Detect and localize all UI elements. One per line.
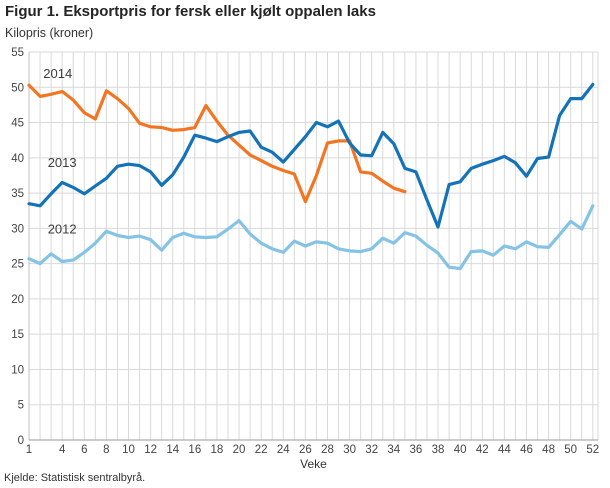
x-tick-label: 44 <box>498 444 511 456</box>
x-tick-label: 10 <box>122 444 135 456</box>
figure-title: Figur 1. Eksportpris for fersk eller kjø… <box>5 3 376 20</box>
y-tick-label: 40 <box>11 153 24 165</box>
y-tick-label: 10 <box>11 364 24 376</box>
x-tick-label: 30 <box>343 444 356 456</box>
x-tick-label: 1 <box>26 444 32 456</box>
x-tick-label: 24 <box>277 444 290 456</box>
x-tick-labels: 1 4 6 8 10 12 14 16 18 20 22 24 26 28 30 32 34 36 38 40 42 44… <box>26 444 599 456</box>
x-axis-title: Veke <box>300 457 327 471</box>
y-tick-labels: 0 5 10 15 20 25 30 35 40 45 50 55 <box>11 47 24 447</box>
gridlines <box>28 51 599 440</box>
x-tick-label: 6 <box>81 444 87 456</box>
x-tick-label: 16 <box>188 444 201 456</box>
x-tick-label: 18 <box>211 444 224 456</box>
x-tick-label: 32 <box>365 444 378 456</box>
x-tick-label: 52 <box>586 444 599 456</box>
y-tick-label: 35 <box>11 188 24 200</box>
x-tick-label: 46 <box>520 444 533 456</box>
x-tick-label: 28 <box>321 444 334 456</box>
x-tick-label: 34 <box>387 444 400 456</box>
x-tick-label: 22 <box>255 444 268 456</box>
y-tick-label: 15 <box>11 329 24 341</box>
y-tick-label: 55 <box>11 47 24 59</box>
series-label-2013: 2013 <box>48 155 77 170</box>
x-tick-label: 20 <box>233 444 246 456</box>
series-line-2013 <box>27 82 595 229</box>
x-tick-label: 40 <box>454 444 467 456</box>
x-tick-label: 14 <box>166 444 179 456</box>
y-tick-label: 45 <box>11 118 24 130</box>
x-tick-label: 48 <box>542 444 555 456</box>
x-tick-label: 38 <box>432 444 445 456</box>
x-tick-label: 50 <box>564 444 577 456</box>
y-tick-label: 50 <box>11 82 24 94</box>
series-line-2014 <box>27 83 407 204</box>
y-tick-label: 25 <box>11 259 24 271</box>
x-tick-label: 12 <box>144 444 157 456</box>
x-tick-label: 36 <box>410 444 423 456</box>
y-tick-label: 30 <box>11 223 24 235</box>
series-label-2012: 2012 <box>48 221 77 236</box>
x-tick-label: 4 <box>59 444 66 456</box>
series-line-2012 <box>27 204 595 271</box>
x-tick-label: 26 <box>299 444 312 456</box>
y-tick-label: 5 <box>18 400 24 412</box>
x-tick-label: 42 <box>476 444 489 456</box>
y-tick-label: 20 <box>11 294 24 306</box>
source-note: Kjelde: Statistisk sentralbyrå. <box>4 472 146 484</box>
y-axis-unit-label: Kilopris (kroner) <box>5 26 94 40</box>
series-label-2014: 2014 <box>43 66 72 81</box>
y-tick-label: 0 <box>18 435 24 447</box>
x-tick-label: 8 <box>103 444 109 456</box>
